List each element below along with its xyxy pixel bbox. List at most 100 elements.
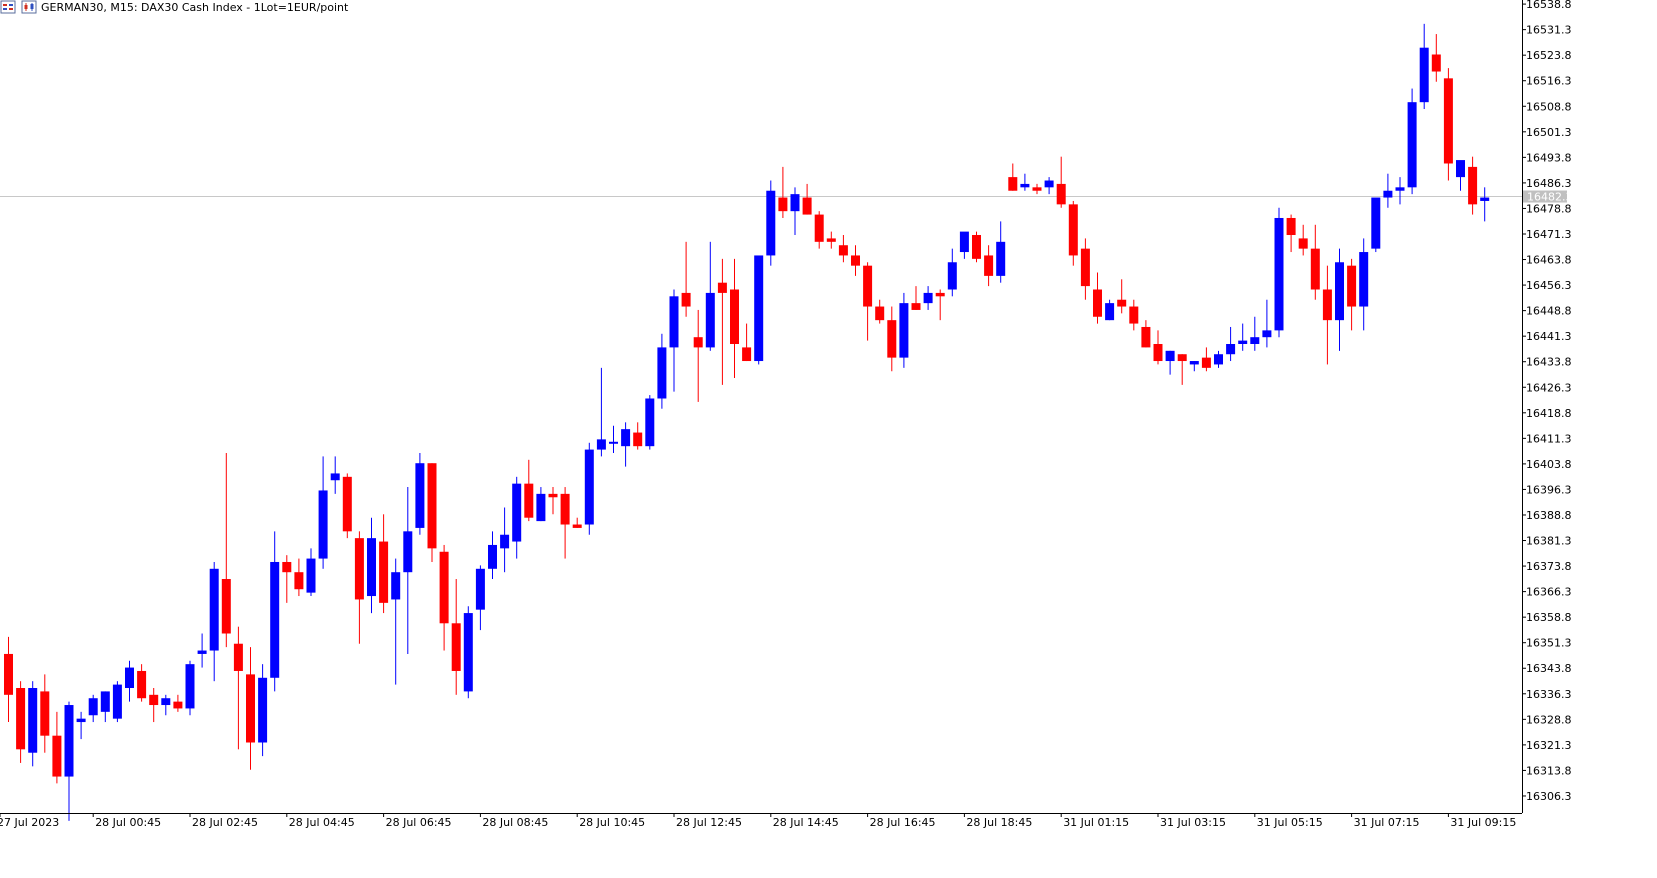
candle	[1335, 248, 1344, 351]
candle	[379, 514, 389, 614]
price-tick-label: 16381.3	[1526, 535, 1572, 548]
candle	[294, 558, 304, 597]
price-tick-label: 16321.3	[1526, 739, 1572, 752]
price-tick-label: 16351.3	[1526, 637, 1572, 650]
current-price-tag: 16482.3	[1523, 190, 1573, 204]
price-tick-label: 16448.8	[1526, 305, 1572, 318]
price-tick-label: 16328.8	[1526, 713, 1572, 726]
candle	[851, 245, 860, 276]
candle	[996, 221, 1006, 283]
candle-body	[717, 282, 727, 293]
candle	[1226, 326, 1236, 362]
candle	[1165, 350, 1175, 375]
candle	[76, 711, 86, 740]
candle	[1177, 354, 1187, 385]
candle	[1419, 23, 1429, 109]
candle-body	[730, 289, 739, 345]
candle	[258, 664, 268, 757]
price-tick-label: 16508.8	[1526, 100, 1572, 113]
candle	[415, 452, 425, 535]
price-tick-label: 16313.8	[1526, 764, 1572, 777]
candle-body	[197, 650, 207, 654]
candle	[233, 626, 243, 750]
candle	[1262, 299, 1272, 348]
candle	[984, 245, 994, 287]
candle	[1310, 224, 1320, 300]
candle	[209, 561, 219, 682]
candle	[137, 664, 147, 702]
time-tick-label: 28 Jul 12:45	[676, 816, 742, 829]
candle-body	[935, 292, 945, 297]
candle	[838, 235, 848, 263]
candle-body	[306, 558, 316, 593]
candle-body	[282, 561, 292, 573]
candle	[1407, 88, 1417, 195]
candle-body	[246, 674, 255, 743]
candle	[596, 367, 606, 457]
candle	[246, 647, 255, 770]
price-axis[interactable]: 16538.8 16531.3 16523.8 16516.3 16508.8 16501…	[1522, 0, 1572, 803]
time-tick-label: 31 Jul 01:15	[1063, 816, 1129, 829]
candle-body	[887, 320, 897, 358]
candle-body	[875, 306, 885, 321]
candle-body	[947, 262, 957, 290]
candle-body	[1298, 238, 1308, 249]
candle-body	[1238, 340, 1248, 345]
chart-header: GERMAN30, M15: DAX30 Cash Index - 1Lot=1…	[0, 0, 349, 14]
candle	[1201, 347, 1211, 372]
candle-body	[1141, 326, 1151, 348]
candle-body	[427, 463, 437, 549]
candle	[621, 422, 631, 467]
candle	[802, 183, 812, 215]
chart-window-icon[interactable]	[0, 0, 16, 14]
candle	[149, 688, 159, 723]
candle	[1080, 238, 1090, 300]
candle	[1383, 173, 1393, 208]
candle-body	[1189, 361, 1199, 365]
candle-body	[1032, 187, 1042, 191]
candle	[1298, 224, 1308, 256]
time-tick-label: 28 Jul 06:45	[386, 816, 452, 829]
candle-body	[100, 691, 110, 712]
price-tick-label: 16471.3	[1526, 228, 1572, 241]
candle	[475, 565, 485, 631]
candle	[1456, 160, 1465, 191]
candle-body	[512, 483, 522, 542]
candle	[633, 422, 643, 450]
candle-body	[899, 303, 909, 358]
candle	[1141, 320, 1151, 348]
candle-body	[233, 643, 243, 671]
candle-body	[1068, 204, 1078, 256]
candle	[125, 660, 134, 702]
candle	[173, 694, 183, 712]
candle	[1443, 68, 1453, 181]
candle-body	[524, 483, 534, 518]
chart-title: GERMAN30, M15: DAX30 Cash Index - 1Lot=1…	[41, 1, 349, 14]
time-axis[interactable]: 27 Jul 2023 28 Jul 00:45 28 Jul 02:45 28 Ju…	[0, 813, 1516, 829]
candle	[935, 289, 945, 321]
candle	[318, 456, 328, 569]
candle	[1153, 330, 1163, 365]
candle	[439, 544, 449, 651]
candle	[875, 299, 885, 324]
candle	[1008, 163, 1018, 191]
candle	[1214, 350, 1223, 368]
candle-body	[403, 531, 413, 573]
candle	[560, 487, 570, 559]
candle-body	[1480, 197, 1490, 201]
candle-body	[596, 439, 606, 450]
price-tick-label: 16403.8	[1526, 458, 1572, 471]
candle	[524, 459, 534, 522]
candle	[427, 463, 437, 562]
candle-body	[1419, 47, 1429, 103]
time-tick-label: 31 Jul 03:15	[1160, 816, 1226, 829]
candle-body	[548, 493, 558, 498]
candle-body	[1407, 102, 1417, 188]
candle	[814, 211, 824, 249]
candle-body	[1335, 262, 1344, 321]
candle-body	[584, 449, 594, 525]
time-tick-label: 28 Jul 04:45	[289, 816, 355, 829]
candles-icon[interactable]	[21, 0, 37, 14]
candle-body	[125, 667, 134, 689]
